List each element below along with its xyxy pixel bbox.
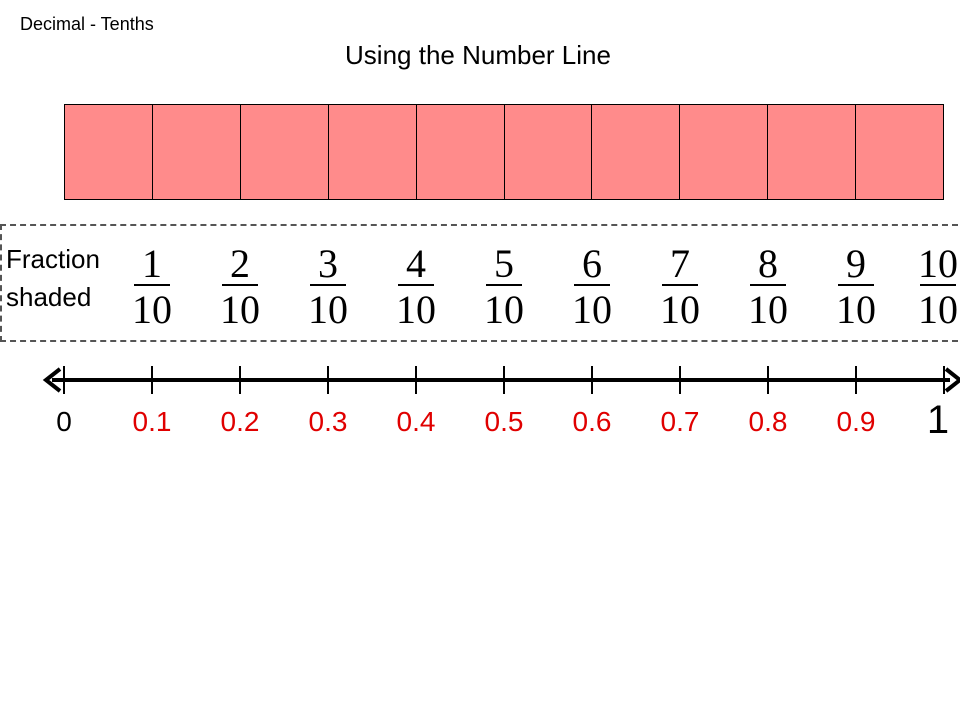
fraction-numerator: 2 — [230, 241, 250, 286]
tick-label: 0.3 — [308, 406, 348, 437]
fraction-10: 10 10 — [908, 244, 960, 330]
fraction-8: 8 10 — [738, 244, 798, 330]
fraction-numerator: 6 — [582, 241, 602, 286]
tick-label: 0 — [56, 406, 72, 437]
bar-cell — [767, 104, 856, 200]
fraction-bar — [574, 284, 610, 286]
fraction-7: 7 10 — [650, 244, 710, 330]
bar-cell — [855, 104, 945, 200]
bar-cell — [679, 104, 768, 200]
fraction-bar — [310, 284, 346, 286]
fraction-label-line2: shaded — [6, 282, 92, 312]
tick-label: 0.2 — [220, 406, 260, 437]
fraction-shaded-label: Fraction shaded — [6, 240, 100, 316]
tick-label: 0.5 — [484, 406, 524, 437]
fraction-numerator: 8 — [758, 241, 778, 286]
page-title: Using the Number Line — [345, 40, 611, 70]
bar-cell — [503, 104, 592, 200]
fraction-denominator: 10 — [748, 287, 788, 332]
fraction-denominator: 10 — [132, 287, 172, 332]
fraction-bar — [486, 284, 522, 286]
fraction-section-box — [0, 224, 958, 342]
fraction-numerator: 9 — [846, 241, 866, 286]
tick-label: 0.7 — [660, 406, 700, 437]
fraction-bar — [920, 284, 956, 286]
fraction-label-line1: Fraction — [6, 244, 100, 274]
fraction-denominator: 10 — [572, 287, 612, 332]
tick-label: 0.6 — [572, 406, 612, 437]
fraction-denominator: 10 — [660, 287, 700, 332]
fraction-bar — [134, 284, 170, 286]
bar-cell — [151, 104, 240, 200]
fraction-numerator: 3 — [318, 241, 338, 286]
fraction-1: 1 10 — [122, 244, 182, 330]
fraction-bar — [398, 284, 434, 286]
bar-cell — [415, 104, 504, 200]
tenths-bar — [64, 104, 945, 200]
fraction-5: 5 10 — [474, 244, 534, 330]
left-arrow-icon — [42, 367, 62, 393]
number-line — [42, 366, 960, 394]
bar-cell — [64, 104, 152, 200]
corner-label: Decimal - Tenths — [20, 14, 154, 34]
tick-label: 0.1 — [132, 406, 172, 437]
tick-label: 0.9 — [836, 406, 876, 437]
tick-label: 1 — [926, 398, 950, 442]
fraction-denominator: 10 — [836, 287, 876, 332]
fraction-numerator: 1 — [142, 241, 162, 286]
fraction-numerator: 7 — [670, 241, 690, 286]
fraction-2: 2 10 — [210, 244, 270, 330]
fraction-bar — [750, 284, 786, 286]
fraction-denominator: 10 — [396, 287, 436, 332]
fraction-4: 4 10 — [386, 244, 446, 330]
fraction-9: 9 10 — [826, 244, 886, 330]
fraction-denominator: 10 — [220, 287, 260, 332]
bar-cell — [239, 104, 328, 200]
fraction-denominator: 10 — [308, 287, 348, 332]
fraction-numerator: 10 — [918, 241, 958, 286]
fraction-bar — [838, 284, 874, 286]
bar-cell — [327, 104, 416, 200]
tick-label: 0.8 — [748, 406, 788, 437]
fraction-numerator: 5 — [494, 241, 514, 286]
right-arrow-icon — [944, 367, 960, 393]
fraction-denominator: 10 — [484, 287, 524, 332]
fraction-bar — [662, 284, 698, 286]
fraction-denominator: 10 — [918, 287, 958, 332]
tick-label: 0.4 — [396, 406, 436, 437]
bar-cell — [591, 104, 680, 200]
fraction-3: 3 10 — [298, 244, 358, 330]
fraction-6: 6 10 — [562, 244, 622, 330]
fraction-numerator: 4 — [406, 241, 426, 286]
fraction-bar — [222, 284, 258, 286]
